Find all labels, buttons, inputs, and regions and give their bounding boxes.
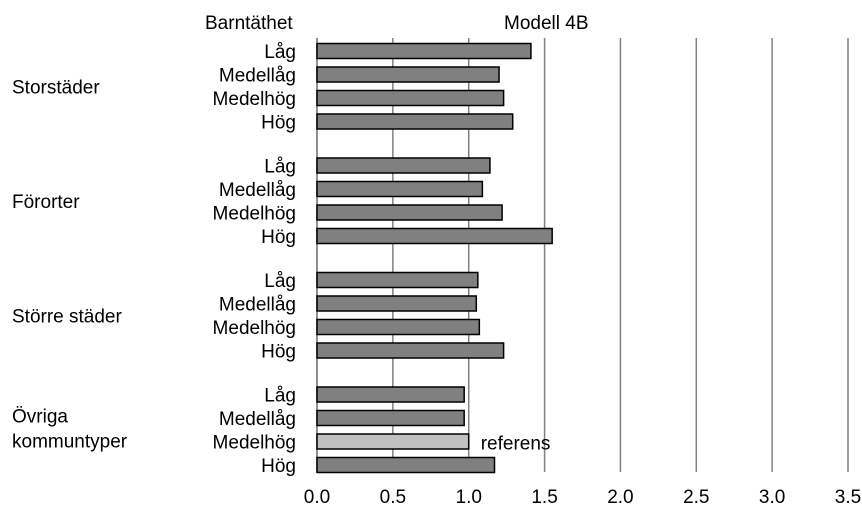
category-labels: StorstäderLågMedellågMedelhögHögFörorter… [12,42,550,477]
group-label: Större städer [12,306,122,327]
bar [316,271,479,289]
group-label: Förorter [12,192,80,213]
bar [316,295,478,312]
reference-annotation: referens [481,434,551,455]
bar-label: Medellåg [219,409,296,430]
bar [316,456,496,474]
bar [316,342,505,359]
subcategory-header: Barntäthet [205,13,293,34]
bar-label: Medelhög [213,204,296,225]
bars [316,42,553,474]
bar [316,89,505,107]
bar-label: Medelhög [213,318,296,339]
bar [316,318,481,336]
bar-label: Hög [261,113,296,134]
bar-label: Medellåg [219,66,296,87]
bar [316,386,465,403]
x-tick-label: 1.5 [531,487,557,508]
reference-bar [316,433,470,450]
bar [316,227,553,245]
bar-label: Medelhög [213,89,296,110]
bar [316,409,465,427]
x-tick-label: 2.5 [683,487,709,508]
x-tick-label: 1.0 [456,487,482,508]
bar-label: Låg [264,386,296,407]
x-tick-label: 3.0 [759,487,785,508]
group-label: Storstäder [12,77,100,98]
x-tick-label: 0.0 [304,487,330,508]
x-axis-ticks: 0.0 0.5 1.0 1.5 2.0 2.5 3.0 3.5 [304,487,861,508]
group-label: Övriga [12,406,68,427]
bar [316,157,491,174]
x-tick-label: 3.5 [835,487,861,508]
bar-label: Hög [261,342,296,363]
gridlines [316,38,849,472]
bar-label: Hög [261,456,296,477]
bar-label: Medelhög [213,433,296,454]
bar [316,66,500,83]
chart-title: Modell 4B [504,13,589,34]
bar-label: Låg [264,157,296,178]
bar [316,42,532,60]
bar-label: Hög [261,227,296,248]
bar-label: Medellåg [219,295,296,316]
x-tick-label: 0.5 [380,487,406,508]
bar [316,180,484,198]
x-tick-label: 2.0 [607,487,633,508]
bar-label: Låg [264,42,296,63]
bar-label: Medellåg [219,180,296,201]
bar [316,204,503,221]
bar-label: Låg [264,271,296,292]
bar [316,113,514,130]
group-label: kommuntyper [12,431,128,452]
